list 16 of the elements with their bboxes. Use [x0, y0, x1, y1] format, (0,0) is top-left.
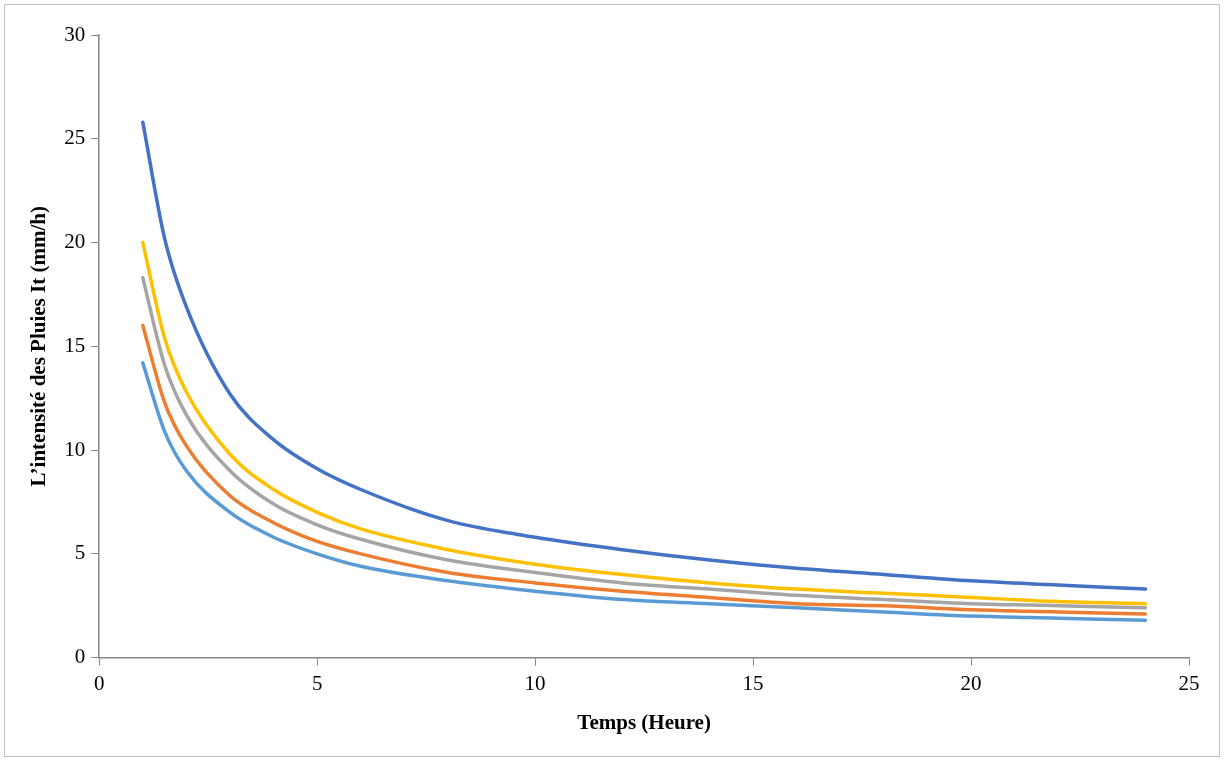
- y-tick-label: 10: [64, 436, 86, 461]
- y-axis-title: L’intensité des Pluies It (mm/h): [26, 206, 51, 487]
- x-tick-label: 20: [960, 670, 982, 695]
- line-series: [141, 120, 1148, 591]
- y-tick-label: 25: [64, 125, 86, 150]
- y-tick-label: 30: [64, 21, 86, 46]
- x-tick-label: 25: [1178, 670, 1200, 695]
- x-axis-title: Temps (Heure): [577, 709, 711, 734]
- x-tick-label: 0: [93, 670, 105, 695]
- y-tick-label: 5: [74, 540, 86, 565]
- y-tick-label: 20: [64, 229, 86, 254]
- x-tick-label: 10: [524, 670, 546, 695]
- y-tick-label: 0: [74, 644, 86, 669]
- y-tick-label: 15: [64, 332, 86, 357]
- x-tick-label: 5: [311, 670, 323, 695]
- x-tick-label: 15: [742, 670, 764, 695]
